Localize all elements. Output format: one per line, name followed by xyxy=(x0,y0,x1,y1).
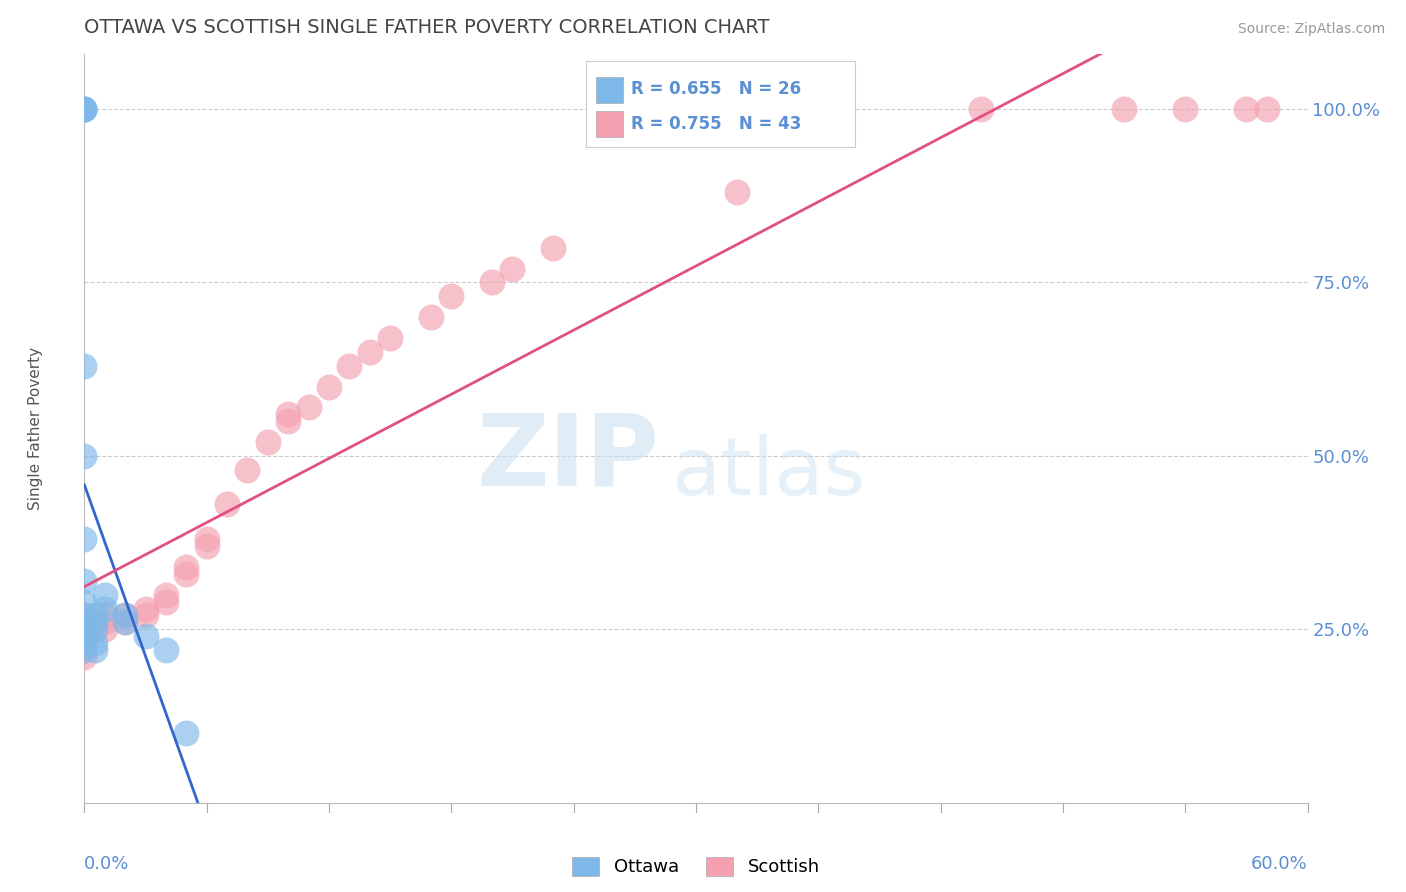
Point xyxy=(93,601,115,615)
Point xyxy=(195,532,218,546)
Point xyxy=(73,608,96,623)
Point xyxy=(114,608,136,623)
FancyBboxPatch shape xyxy=(596,112,623,137)
Point xyxy=(195,539,218,553)
Point xyxy=(217,498,239,512)
Text: ZIP: ZIP xyxy=(477,409,659,507)
Point xyxy=(135,608,157,623)
Legend: Ottawa, Scottish: Ottawa, Scottish xyxy=(565,850,827,884)
Point xyxy=(298,401,321,415)
Point xyxy=(174,566,197,581)
Point xyxy=(73,629,96,643)
Point xyxy=(83,615,105,630)
Text: R = 0.755   N = 43: R = 0.755 N = 43 xyxy=(631,115,801,133)
Point xyxy=(73,636,96,650)
Point xyxy=(155,643,177,657)
Text: atlas: atlas xyxy=(672,434,866,512)
Point xyxy=(420,310,443,325)
Point xyxy=(155,588,177,602)
Point xyxy=(73,102,96,116)
FancyBboxPatch shape xyxy=(596,77,623,103)
Point xyxy=(73,532,96,546)
Text: R = 0.655   N = 26: R = 0.655 N = 26 xyxy=(631,80,801,98)
Point xyxy=(155,594,177,608)
Point xyxy=(73,102,96,116)
Point xyxy=(502,261,524,276)
Point xyxy=(339,359,361,373)
Point xyxy=(93,608,115,623)
Point xyxy=(73,102,96,116)
Point xyxy=(318,379,340,393)
Point xyxy=(257,435,280,450)
Point xyxy=(725,186,748,200)
Text: 60.0%: 60.0% xyxy=(1251,855,1308,873)
Point xyxy=(73,623,96,637)
Point xyxy=(73,102,96,116)
Point xyxy=(73,608,96,623)
Point xyxy=(83,636,105,650)
Point xyxy=(277,414,299,428)
Point xyxy=(277,407,299,421)
Point xyxy=(73,650,96,665)
Point xyxy=(73,629,96,643)
Point xyxy=(359,344,381,359)
Point xyxy=(174,560,197,574)
Point xyxy=(93,615,115,630)
Point xyxy=(543,241,565,255)
Point xyxy=(135,629,157,643)
Text: 0.0%: 0.0% xyxy=(84,855,129,873)
Point xyxy=(73,594,96,608)
Point xyxy=(807,102,830,116)
Point xyxy=(114,615,136,630)
Point xyxy=(83,623,105,637)
Point xyxy=(114,615,136,630)
Point xyxy=(93,588,115,602)
Point xyxy=(1114,102,1136,116)
Point xyxy=(73,623,96,637)
Point xyxy=(73,574,96,588)
Text: Source: ZipAtlas.com: Source: ZipAtlas.com xyxy=(1237,22,1385,37)
Point xyxy=(73,615,96,630)
Point xyxy=(83,643,105,657)
Text: Single Father Poverty: Single Father Poverty xyxy=(28,347,44,509)
Point xyxy=(685,102,707,116)
Point xyxy=(93,623,115,637)
Text: OTTAWA VS SCOTTISH SINGLE FATHER POVERTY CORRELATION CHART: OTTAWA VS SCOTTISH SINGLE FATHER POVERTY… xyxy=(84,18,770,37)
Point xyxy=(380,331,402,345)
Point xyxy=(73,449,96,463)
Point xyxy=(1174,102,1197,116)
Point xyxy=(970,102,993,116)
Point xyxy=(73,643,96,657)
Point xyxy=(1236,102,1258,116)
Point xyxy=(440,289,463,303)
Point xyxy=(1256,102,1278,116)
Point xyxy=(83,608,105,623)
Point xyxy=(114,608,136,623)
Point xyxy=(236,463,259,477)
Point xyxy=(481,276,503,290)
Point xyxy=(135,601,157,615)
Point xyxy=(73,643,96,657)
Point xyxy=(174,726,197,740)
FancyBboxPatch shape xyxy=(586,61,855,147)
Point xyxy=(73,359,96,373)
Point xyxy=(73,636,96,650)
